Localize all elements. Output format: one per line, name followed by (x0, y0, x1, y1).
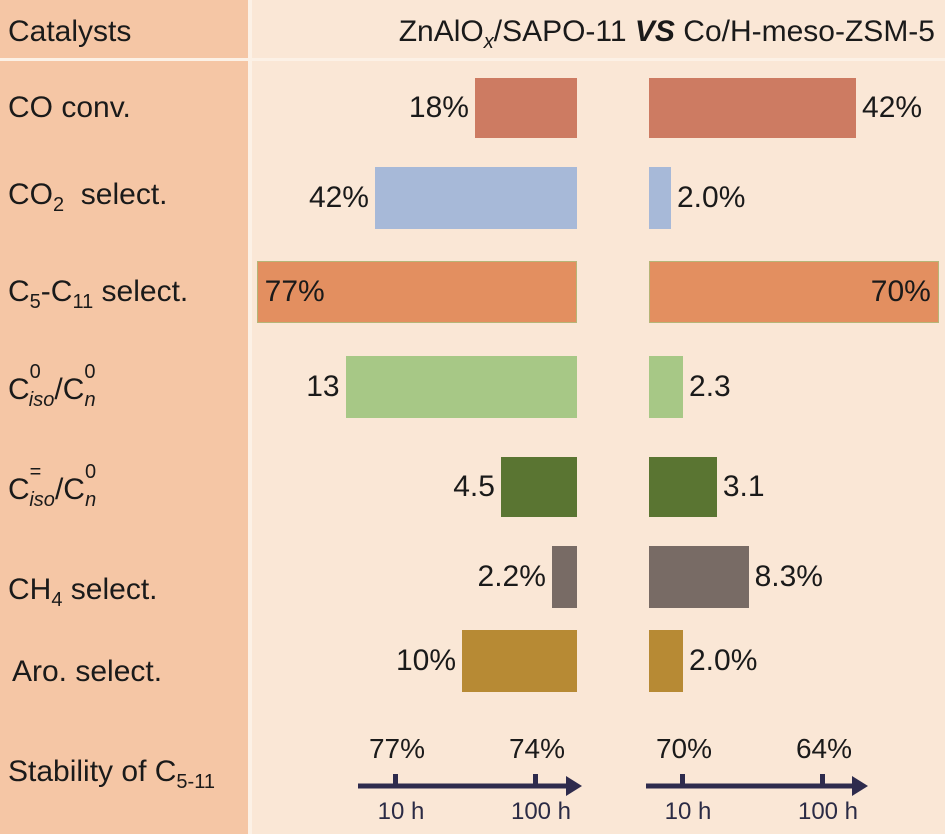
bar-left-ciso0_cn0 (345, 356, 577, 418)
value-label-right-co_conv: 42% (862, 91, 923, 124)
bar-right-aro_select (649, 630, 683, 692)
row-label-ch4-select: CH4 select. (8, 573, 158, 611)
axis-arrowhead-left (566, 776, 582, 796)
catalyst-left-name: ZnAlOx/SAPO-11 (398, 15, 627, 53)
bar-right-ciso_eq_cn0 (649, 457, 717, 517)
row-label-co2-select: CO2 select. (8, 178, 168, 216)
row-label-co-conv: CO conv. (8, 91, 131, 124)
value-label-left-co_conv: 18% (408, 91, 469, 124)
stability-value-left-0: 77% (368, 733, 426, 764)
label-column (0, 0, 248, 834)
catalysts-header: Catalysts (8, 15, 132, 48)
stability-time-right-1: 100 h (797, 798, 859, 825)
value-label-right-c5_c11_select: 70% (870, 275, 931, 308)
row-label-ciso0-cn0: C0iso/C0n (8, 361, 96, 411)
chart-title: ZnAlOx/SAPO-11 VS Co/H-meso-ZSM-5 (398, 14, 935, 53)
value-label-right-ciso0_cn0: 2.3 (689, 370, 731, 403)
stability-value-right-0: 70% (655, 733, 713, 764)
axis-tick-right-0 (680, 774, 685, 786)
bar-right-ch4_select (649, 546, 749, 608)
bar-left-ch4_select (551, 546, 577, 608)
axis-tick-left-1 (533, 774, 538, 786)
bar-left-ciso_eq_cn0 (500, 457, 577, 517)
bar-left-co_conv (474, 78, 577, 138)
row-label-ciso-eq-cn0: C=iso/C0n (8, 461, 97, 511)
stability-time-right-0: 10 h (664, 798, 712, 825)
bar-right-ciso0_cn0 (649, 356, 684, 418)
value-label-left-aro_select: 10% (395, 644, 456, 677)
bar-right-c5_c11_select (649, 261, 939, 323)
stability-time-left-1: 100 h (510, 798, 572, 825)
value-label-right-ch4_select: 8.3% (754, 560, 823, 593)
value-label-left-c5_c11_select: 77% (264, 275, 325, 308)
bar-left-c5_c11_select (256, 261, 577, 323)
bar-right-co2_select (649, 167, 671, 229)
value-label-left-co2_select: 42% (308, 181, 369, 214)
axis-tick-left-0 (393, 774, 398, 786)
vs-label: VS (634, 15, 675, 48)
header-divider (0, 58, 945, 61)
value-label-left-ch4_select: 2.2% (477, 560, 546, 593)
value-label-left-ciso0_cn0: 13 (306, 370, 340, 403)
axis-arrowhead-right (852, 776, 868, 796)
stability-value-left-1: 74% (508, 733, 566, 764)
bar-left-aro_select (462, 630, 577, 692)
value-label-right-aro_select: 2.0% (689, 644, 758, 677)
bar-right-co_conv (649, 78, 857, 138)
row-label-c5-c11-select: C5-C11 select. (8, 275, 189, 313)
stability-axis-left (358, 774, 582, 796)
row-label-aro-select: Aro. select. (12, 655, 163, 688)
stability-value-right-1: 64% (795, 733, 853, 764)
value-label-right-ciso_eq_cn0: 3.1 (722, 470, 765, 503)
value-label-left-ciso_eq_cn0: 4.5 (453, 470, 495, 503)
stability-axis-right (646, 774, 868, 796)
axis-tick-right-1 (820, 774, 825, 786)
row-label-stability: Stability of C5-11 (8, 755, 215, 793)
column-divider (248, 0, 252, 834)
bar-left-co2_select (374, 167, 577, 229)
stability-time-left-0: 10 h (377, 798, 425, 825)
catalyst-right-name: Co/H-meso-ZSM-5 (683, 15, 935, 48)
value-label-right-co2_select: 2.0% (677, 181, 746, 214)
